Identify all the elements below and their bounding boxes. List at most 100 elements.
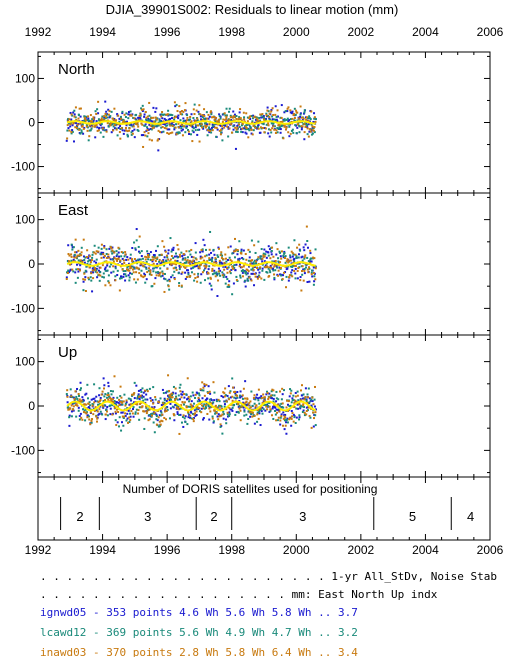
- data-point-inawd03: [66, 124, 69, 127]
- data-point-ignwd05: [151, 120, 154, 123]
- data-point-inawd03: [250, 279, 253, 282]
- data-point-inawd03: [311, 396, 314, 399]
- data-point-ignwd05: [282, 256, 285, 259]
- data-point-ignwd05: [176, 411, 179, 414]
- data-point-inawd03: [174, 387, 177, 390]
- data-point-lcawd12: [189, 405, 192, 408]
- data-point-inawd03: [82, 238, 85, 241]
- data-point-ignwd05: [104, 418, 107, 421]
- data-point-ignwd05: [239, 396, 242, 399]
- data-point-ignwd05: [74, 271, 77, 274]
- data-point-lcawd12: [90, 279, 93, 282]
- data-point-inawd03: [184, 258, 187, 261]
- data-point-lcawd12: [241, 397, 244, 400]
- data-point-inawd03: [120, 396, 123, 399]
- data-point-ignwd05: [218, 123, 221, 126]
- data-point-ignwd05: [283, 414, 286, 417]
- data-point-ignwd05: [254, 406, 257, 409]
- data-point-lcawd12: [270, 249, 273, 252]
- data-point-lcawd12: [308, 267, 311, 270]
- data-point-ignwd05: [142, 391, 145, 394]
- data-point-ignwd05: [255, 396, 258, 399]
- data-point-inawd03: [113, 406, 116, 409]
- data-point-lcawd12: [204, 262, 207, 265]
- data-point-ignwd05: [125, 401, 128, 404]
- data-point-lcawd12: [231, 377, 234, 380]
- data-point-ignwd05: [245, 404, 248, 407]
- data-point-lcawd12: [314, 118, 317, 121]
- data-point-ignwd05: [79, 381, 82, 384]
- data-point-lcawd12: [77, 259, 80, 262]
- data-point-inawd03: [263, 396, 266, 399]
- data-point-inawd03: [183, 109, 186, 112]
- data-point-ignwd05: [155, 249, 158, 252]
- data-point-lcawd12: [103, 395, 106, 398]
- data-point-ignwd05: [232, 128, 235, 131]
- data-point-inawd03: [75, 256, 78, 259]
- data-point-ignwd05: [133, 397, 136, 400]
- data-point-inawd03: [108, 256, 111, 259]
- data-point-inawd03: [238, 407, 241, 410]
- data-point-lcawd12: [103, 129, 106, 132]
- data-point-ignwd05: [311, 126, 314, 129]
- data-point-lcawd12: [299, 113, 302, 116]
- data-point-lcawd12: [121, 251, 124, 254]
- data-point-lcawd12: [118, 277, 121, 280]
- y-tick-label: 100: [15, 213, 35, 227]
- data-point-inawd03: [209, 410, 212, 413]
- data-point-lcawd12: [177, 394, 180, 397]
- data-point-ignwd05: [74, 401, 77, 404]
- data-point-lcawd12: [303, 406, 306, 409]
- data-point-inawd03: [200, 411, 203, 414]
- data-point-lcawd12: [197, 272, 200, 275]
- data-point-ignwd05: [93, 268, 96, 271]
- data-point-ignwd05: [231, 409, 234, 412]
- data-point-inawd03: [99, 266, 102, 269]
- data-point-ignwd05: [93, 397, 96, 400]
- data-point-lcawd12: [211, 125, 214, 128]
- data-point-ignwd05: [109, 258, 112, 261]
- data-point-lcawd12: [189, 253, 192, 256]
- data-point-lcawd12: [129, 398, 132, 401]
- data-point-ignwd05: [299, 276, 302, 279]
- data-point-inawd03: [176, 110, 179, 113]
- data-point-lcawd12: [187, 273, 190, 276]
- data-point-ignwd05: [214, 260, 217, 263]
- data-point-inawd03: [237, 403, 240, 406]
- data-point-inawd03: [181, 134, 184, 137]
- data-point-ignwd05: [224, 124, 227, 127]
- data-point-ignwd05: [265, 250, 268, 253]
- data-point-ignwd05: [213, 269, 216, 272]
- data-point-lcawd12: [173, 270, 176, 273]
- data-point-lcawd12: [92, 403, 95, 406]
- data-point-ignwd05: [226, 394, 229, 397]
- data-point-lcawd12: [256, 258, 259, 261]
- data-point-lcawd12: [248, 129, 251, 132]
- data-point-ignwd05: [219, 124, 222, 127]
- data-point-ignwd05: [226, 415, 229, 418]
- data-point-lcawd12: [298, 131, 301, 134]
- data-point-inawd03: [78, 107, 81, 110]
- data-point-lcawd12: [314, 414, 317, 417]
- data-point-inawd03: [234, 390, 237, 393]
- data-point-ignwd05: [299, 115, 302, 118]
- data-point-lcawd12: [263, 117, 266, 120]
- data-point-ignwd05: [209, 258, 212, 261]
- data-point-inawd03: [111, 117, 114, 120]
- data-point-lcawd12: [297, 122, 300, 125]
- data-point-lcawd12: [305, 266, 308, 269]
- data-point-lcawd12: [272, 269, 275, 272]
- data-point-ignwd05: [128, 110, 131, 113]
- data-point-inawd03: [100, 393, 103, 396]
- data-point-inawd03: [266, 408, 269, 411]
- data-point-inawd03: [178, 105, 181, 108]
- data-point-lcawd12: [204, 118, 207, 121]
- data-point-inawd03: [88, 266, 91, 269]
- data-point-lcawd12: [264, 118, 267, 121]
- data-point-ignwd05: [108, 247, 111, 250]
- data-point-ignwd05: [290, 112, 293, 115]
- data-point-lcawd12: [180, 285, 183, 288]
- data-point-inawd03: [310, 273, 313, 276]
- data-point-inawd03: [200, 249, 203, 252]
- data-point-lcawd12: [243, 414, 246, 417]
